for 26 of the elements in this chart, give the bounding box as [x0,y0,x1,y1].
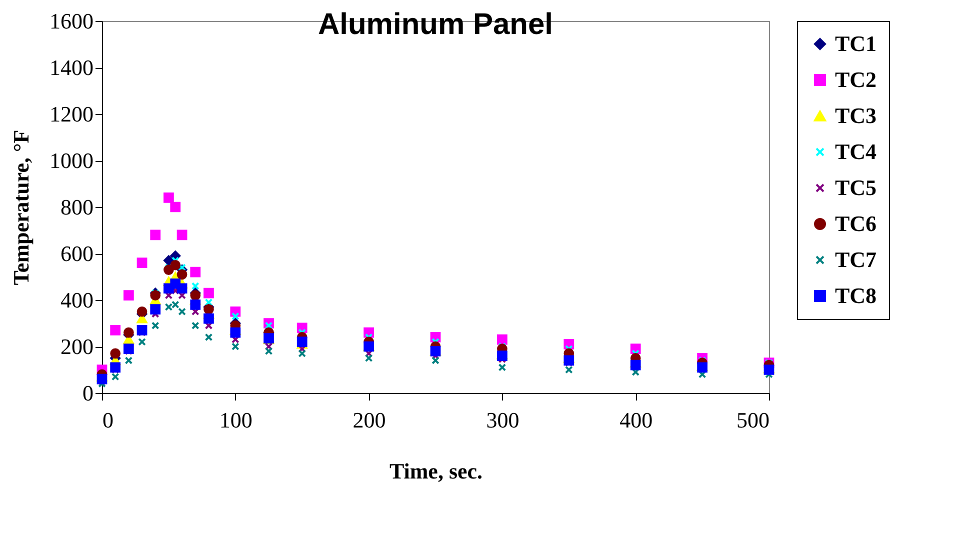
x-axis-title: Time, sec. [389,458,483,484]
legend-label: TC3 [835,103,877,128]
y-tick-label: 400 [60,288,94,312]
y-tick-label: 1400 [50,55,94,80]
legend-label: TC1 [835,31,877,56]
legend-label: TC5 [835,175,877,200]
x-tick-label: 400 [620,408,653,432]
y-tick-label: 200 [60,334,94,359]
y-tick-label: 1000 [50,148,94,173]
y-tick-label: 1600 [50,8,94,34]
x-tick-label: 100 [219,408,252,432]
legend-label: TC7 [835,247,877,272]
y-tick-label: 800 [60,194,94,220]
legend-label: TC6 [835,211,877,236]
y-tick-label: 600 [60,241,94,266]
x-tick-label: 0 [102,408,114,432]
y-tick-label: 0 [82,380,94,406]
chart-title: Aluminum Panel [318,8,554,41]
x-tick-label: 200 [352,408,386,432]
y-axis-title: Temperature, °F [8,130,34,286]
legend-label: TC2 [835,67,877,92]
y-tick-label: 1200 [50,102,94,126]
x-tick-label: 300 [486,408,520,432]
x-tick-label: 500 [736,408,770,432]
legend-label: TC8 [835,283,877,308]
legend-label: TC4 [835,139,877,164]
